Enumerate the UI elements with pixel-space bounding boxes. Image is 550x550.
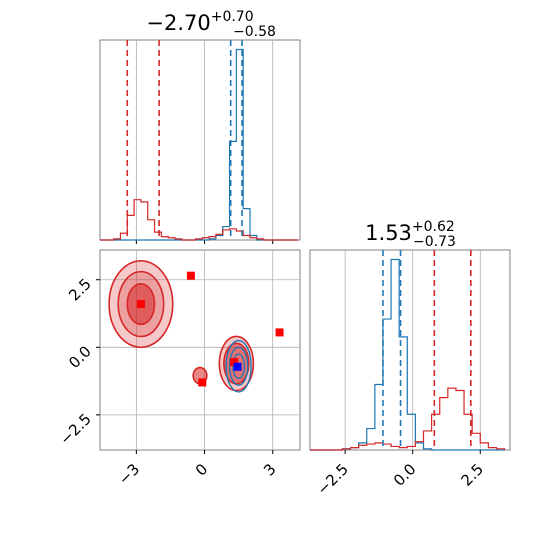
scatter-red-marker (198, 378, 207, 387)
panel-hist-y: −2.5 0.0 2.5 1.53+0.62 −0.73 (309, 219, 511, 499)
scatter-y-tick-label: 0.0 (65, 342, 95, 372)
hist-y-title-minus: −0.73 (413, 234, 456, 250)
scatter-x-tick-label: 3 (260, 460, 279, 479)
panel-scatter-2d: −3 0 3 −2.5 0.0 2.5 (56, 249, 301, 488)
hist-x-title: −2.70+0.70 (146, 9, 253, 35)
hist-y-title: 1.53+0.62 (365, 219, 455, 245)
scatter-blue-contour (225, 339, 252, 393)
scatter-red-marker (186, 271, 195, 280)
hist-y-quantile-lines (382, 250, 472, 450)
scatter-x-tick-label: 0 (192, 460, 211, 479)
scatter-red-marker (275, 328, 284, 337)
scatter-y-tick-label: −2.5 (56, 410, 94, 448)
hist-y-tick-label: 2.5 (457, 460, 487, 490)
scatter-blue-contour (232, 353, 246, 380)
scatter-red-marker (230, 358, 239, 367)
hist-y-title-value: 1.53 (365, 221, 412, 245)
scatter-y-ticks: −2.5 0.0 2.5 (56, 275, 100, 448)
panel-hist-x-frame (99, 39, 301, 241)
hist-y-gridlines (344, 250, 481, 450)
panel-hist-x: −2.70+0.70 −0.58 (99, 9, 301, 244)
panel-hist-y-frame (309, 249, 511, 451)
hist-x-red-series (100, 199, 298, 241)
scatter-y-tick-label: 2.5 (65, 275, 95, 305)
hist-x-title-minus: −0.58 (233, 24, 276, 40)
hist-x-series (100, 48, 298, 241)
scatter-blue-contour (228, 346, 249, 386)
hist-y-tick-label: −2.5 (313, 460, 351, 498)
hist-x-quantile-lines (126, 40, 243, 240)
hist-y-title-plus: +0.62 (412, 219, 455, 235)
hist-y-tick-label: 0.0 (390, 460, 420, 490)
hist-y-series (310, 258, 506, 451)
hist-y-x-ticks: −2.5 0.0 2.5 (313, 450, 487, 499)
scatter-gridlines (100, 250, 300, 450)
scatter-red-marker (136, 300, 145, 309)
scatter-x-tick-label: −3 (115, 460, 143, 488)
scatter-blue-marker (233, 362, 242, 371)
hist-x-title-value: −2.70 (146, 11, 210, 35)
hist-y-red-series (310, 387, 506, 451)
scatter-x-ticks: −3 0 3 (115, 450, 280, 488)
hist-x-gridlines (135, 40, 274, 244)
hist-x-title-plus: +0.70 (211, 9, 254, 25)
scatter-points (136, 271, 284, 387)
panel-scatter-frame (99, 249, 301, 451)
